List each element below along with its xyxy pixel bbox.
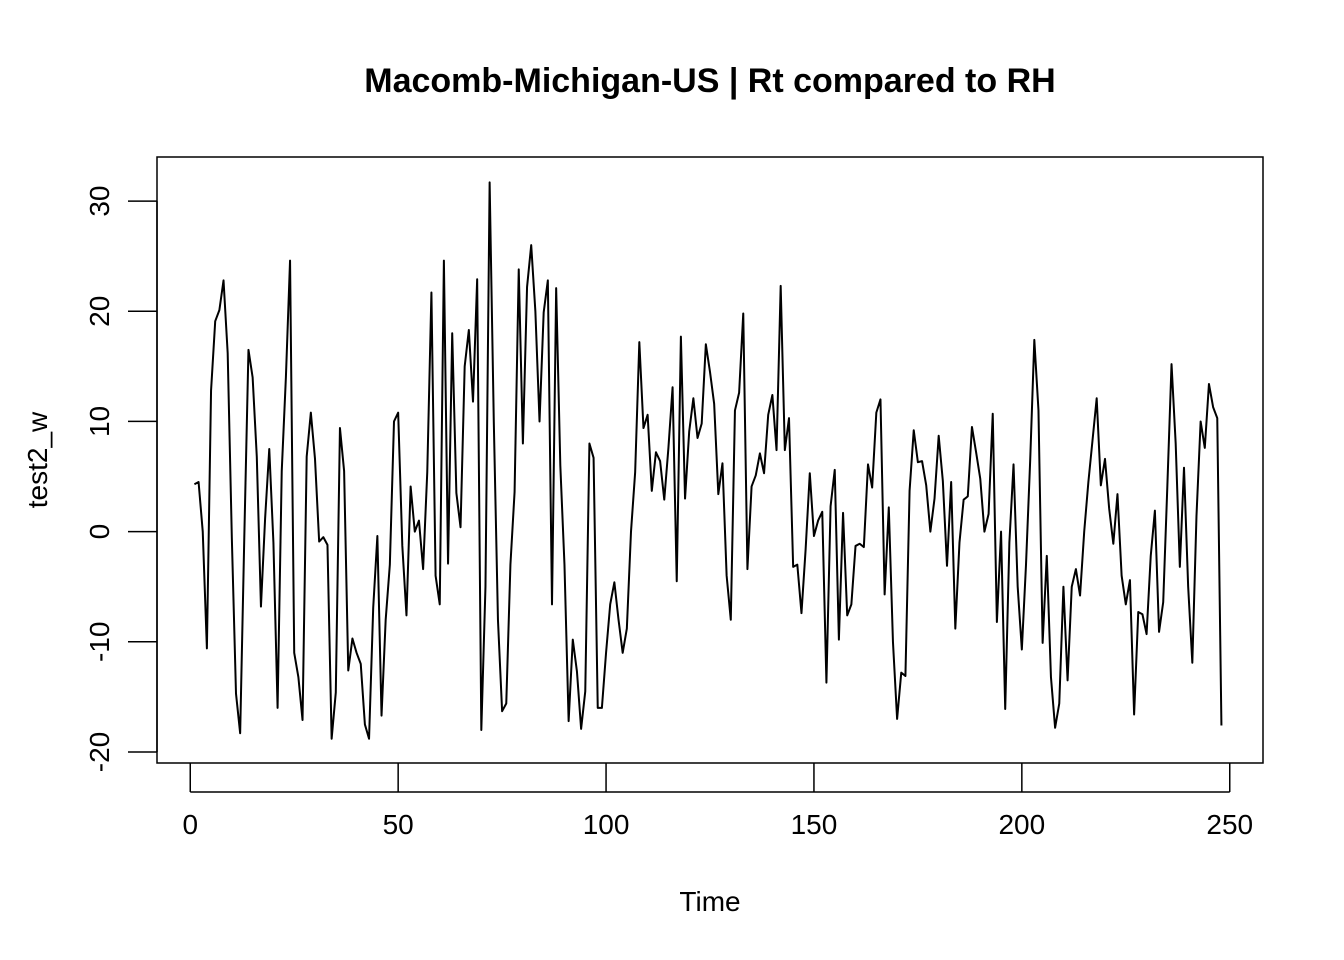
x-tick-label: 100 — [583, 809, 630, 840]
x-axis-label: Time — [679, 886, 740, 917]
y-axis-label: test2_w — [22, 411, 53, 508]
plot-frame — [156, 156, 1264, 764]
y-axis: -20 -10 0 10 20 30 — [84, 185, 158, 772]
x-tick-label: 250 — [1206, 809, 1253, 840]
x-axis: 0 50 100 150 200 250 — [182, 763, 1253, 840]
x-tick-label: 50 — [383, 809, 414, 840]
x-tick-label: 200 — [998, 809, 1045, 840]
y-tick-label: 0 — [84, 524, 115, 540]
x-tick-label: 0 — [182, 809, 198, 840]
y-tick-label: 20 — [84, 296, 115, 327]
chart-title: Macomb-Michigan-US | Rt compared to RH — [364, 62, 1055, 100]
series-layer — [193, 181, 1223, 740]
series-line — [193, 181, 1223, 740]
y-tick-label: -10 — [84, 622, 115, 662]
y-tick-label: 30 — [84, 185, 115, 216]
y-tick-label: 10 — [84, 406, 115, 437]
y-tick-label: -20 — [84, 732, 115, 772]
x-tick-label: 150 — [791, 809, 838, 840]
